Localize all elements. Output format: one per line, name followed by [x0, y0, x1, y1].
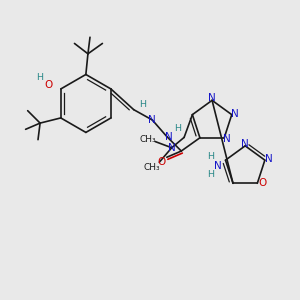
Text: N: N	[148, 115, 156, 125]
Text: H: H	[208, 152, 214, 160]
Text: N: N	[165, 132, 173, 142]
Text: N: N	[214, 161, 222, 171]
Text: N: N	[168, 143, 176, 153]
Text: H: H	[37, 73, 44, 82]
Text: N: N	[208, 93, 216, 103]
Text: N: N	[265, 154, 273, 164]
Text: CH₃: CH₃	[144, 163, 160, 172]
Text: H: H	[140, 100, 146, 109]
Text: H: H	[174, 124, 181, 133]
Text: O: O	[44, 80, 52, 90]
Text: CH₃: CH₃	[140, 135, 156, 144]
Text: H: H	[208, 170, 214, 179]
Text: N: N	[231, 109, 239, 118]
Text: N: N	[241, 139, 249, 149]
Text: O: O	[258, 178, 267, 188]
Text: O: O	[158, 158, 166, 167]
Text: N: N	[224, 134, 231, 144]
